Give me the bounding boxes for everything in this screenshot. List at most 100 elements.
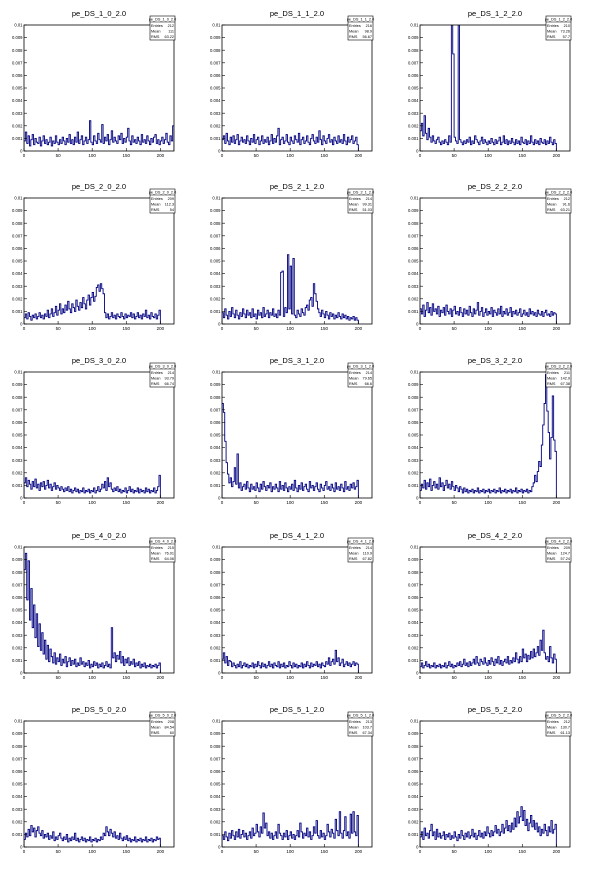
plot-frame: [23, 720, 175, 848]
x-tick-label: 50: [254, 849, 260, 854]
stats-entries-label: Entries: [349, 720, 361, 724]
stats-mean-label: Mean: [547, 203, 557, 207]
histogram-series: [24, 120, 174, 151]
histogram-series: [24, 283, 161, 324]
y-tick-label: 0.006: [210, 595, 221, 600]
x-tick-label: 50: [56, 153, 62, 158]
y-tick-label: 0.008: [12, 221, 23, 226]
plot-frame: [221, 197, 373, 325]
stats-rms-label: RMS: [151, 382, 160, 386]
stats-box: [149, 188, 176, 214]
stats-entries-value: 212: [564, 197, 570, 201]
y-tick-label: 0.004: [408, 271, 419, 276]
stats-mean-value: 79.65: [362, 377, 372, 381]
y-tick-label: 0.006: [12, 595, 23, 600]
x-tick-label: 200: [553, 153, 561, 158]
stats-entries-label: Entries: [547, 371, 559, 375]
y-tick-label: 0.003: [12, 633, 23, 638]
x-tick-label: 0: [419, 153, 422, 158]
histogram-series: [420, 302, 557, 324]
y-tick-label: 0.007: [408, 756, 419, 761]
stats-entries-label: Entries: [151, 546, 163, 550]
stats-rms-label: RMS: [151, 731, 160, 735]
y-tick-label: 0.007: [210, 407, 221, 412]
y-tick-label: 0.01: [410, 719, 419, 724]
stats-entries-label: Entries: [151, 371, 163, 375]
stats-mean-label: Mean: [151, 726, 161, 730]
stats-entries-label: Entries: [547, 197, 559, 201]
y-tick-label: 0.007: [408, 233, 419, 238]
x-tick-label: 0: [23, 500, 26, 505]
stats-rms-label: RMS: [349, 208, 358, 212]
stats-mean-value: 99.31: [362, 203, 372, 207]
y-tick-label: 0.002: [408, 296, 419, 301]
histogram-series: [24, 552, 161, 673]
stats-rms-value: 66.74: [164, 382, 174, 386]
x-tick-label: 50: [56, 849, 62, 854]
y-tick-label: 0.009: [12, 731, 23, 736]
y-tick-label: 0: [20, 845, 23, 850]
y-tick-label: 0.002: [408, 470, 419, 475]
stats-rms-label: RMS: [547, 208, 556, 212]
y-tick-label: 0.002: [210, 470, 221, 475]
y-tick-label: 0.002: [12, 645, 23, 650]
histogram-series: [420, 629, 557, 673]
y-tick-label: 0.009: [408, 382, 419, 387]
x-tick-label: 100: [88, 849, 96, 854]
y-tick-label: 0.003: [210, 111, 221, 116]
chart-title: pe_DS_4_1_2.0: [270, 531, 324, 540]
histogram-panel: pe_DS_2_0_2.0 0 50 100 150 200 0 0.001 0.002 0.00…: [12, 182, 176, 331]
y-tick-label: 0.01: [212, 23, 221, 28]
stats-box: [545, 188, 572, 214]
x-tick-label: 150: [123, 500, 131, 505]
y-tick-label: 0.009: [12, 35, 23, 40]
y-tick-label: 0.001: [408, 309, 419, 314]
x-tick-label: 200: [355, 326, 363, 331]
histogram-series: [222, 649, 359, 673]
y-tick-label: 0.009: [408, 208, 419, 213]
y-tick-label: 0.002: [210, 296, 221, 301]
y-tick-label: 0.001: [408, 136, 419, 141]
stats-mean-value: 84.54: [164, 726, 174, 730]
y-tick-label: 0.006: [408, 595, 419, 600]
y-tick-label: 0.01: [14, 545, 23, 550]
y-tick-label: 0.005: [408, 86, 419, 91]
y-tick-label: 0.002: [210, 645, 221, 650]
y-tick-label: 0.002: [12, 819, 23, 824]
y-tick-label: 0.003: [408, 111, 419, 116]
y-tick-label: 0.008: [12, 744, 23, 749]
y-tick-label: 0.008: [12, 570, 23, 575]
plot-frame: [221, 546, 373, 674]
y-tick-label: 0.008: [408, 570, 419, 575]
stats-rms-label: RMS: [349, 382, 358, 386]
y-tick-label: 0.004: [12, 620, 23, 625]
stats-name: pe_DS_1_0_2.0: [149, 18, 176, 22]
stats-entries-label: Entries: [349, 371, 361, 375]
x-tick-label: 0: [221, 849, 224, 854]
stats-entries-value: 211: [564, 371, 570, 375]
y-tick-label: 0.009: [12, 382, 23, 387]
y-tick-label: 0.001: [12, 483, 23, 488]
y-tick-label: 0.01: [14, 719, 23, 724]
stats-box: [149, 362, 176, 388]
histogram-panel: pe_DS_4_0_2.0 0 50 100 150 200 0 0.001 0.002 0.00…: [12, 531, 176, 680]
y-tick-label: 0.005: [12, 782, 23, 787]
y-tick-label: 0.001: [408, 658, 419, 663]
y-tick-label: 0.001: [210, 832, 221, 837]
x-tick-label: 150: [123, 153, 131, 158]
y-tick-label: 0.001: [210, 658, 221, 663]
stats-rms-value: 60: [170, 731, 174, 735]
stats-rms-value: 57.7: [563, 35, 570, 39]
stats-rms-value: 63.22: [164, 35, 174, 39]
y-tick-label: 0.009: [210, 382, 221, 387]
histogram-series: [24, 825, 161, 847]
y-tick-label: 0: [20, 671, 23, 676]
x-tick-label: 0: [23, 675, 26, 680]
x-tick-label: 50: [452, 153, 458, 158]
y-tick-label: 0.002: [12, 470, 23, 475]
chart-title: pe_DS_3_1_2.0: [270, 356, 324, 365]
x-tick-label: 200: [553, 849, 561, 854]
y-tick-label: 0.009: [210, 557, 221, 562]
y-tick-label: 0.006: [210, 73, 221, 78]
y-tick-label: 0.005: [210, 259, 221, 264]
